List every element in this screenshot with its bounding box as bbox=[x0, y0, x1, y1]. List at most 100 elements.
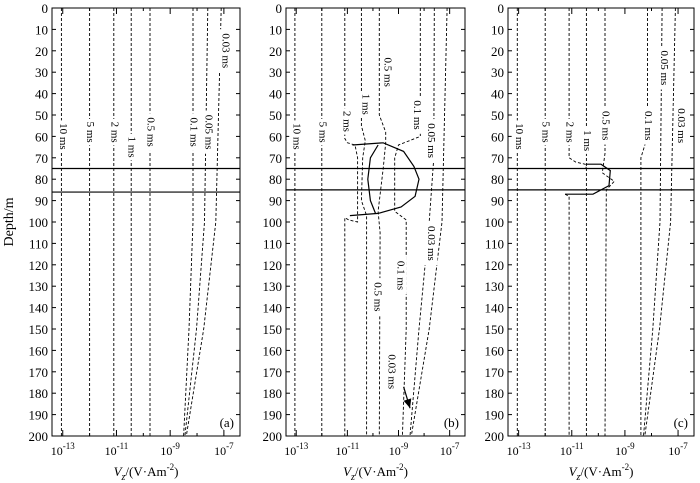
x-tick-label-base: 10 bbox=[336, 444, 348, 458]
x-axis-title-part: ) bbox=[174, 464, 178, 479]
y-tick-label: 50 bbox=[491, 108, 504, 123]
series-curve bbox=[564, 193, 570, 436]
y-tick-label: 90 bbox=[269, 194, 282, 209]
y-tick-label: 180 bbox=[485, 386, 505, 401]
y-tick-label: 60 bbox=[35, 129, 48, 144]
curve-label: 0.1 ms bbox=[642, 111, 654, 140]
curve-label: 10 ms bbox=[57, 123, 69, 150]
curve-label: 1 ms bbox=[126, 137, 138, 158]
curve-label-bg bbox=[314, 118, 329, 146]
y-tick-label: 100 bbox=[485, 215, 505, 230]
x-tick-label-base: 10 bbox=[440, 444, 452, 458]
series-curve bbox=[344, 8, 359, 436]
y-tick-label: 40 bbox=[269, 87, 282, 102]
series-curve bbox=[360, 8, 368, 436]
curve-label: 0.1 ms bbox=[411, 100, 423, 129]
x-axis-title-part: ) bbox=[404, 464, 408, 479]
y-tick-label: 110 bbox=[485, 236, 504, 251]
x-tick-label: 10-9 bbox=[389, 441, 409, 458]
y-tick-label: 180 bbox=[29, 386, 49, 401]
curve-label: 5 ms bbox=[316, 122, 328, 143]
y-tick-label: 40 bbox=[491, 87, 504, 102]
series-curve bbox=[640, 8, 648, 436]
x-axis-title: Vz/(V·Am-2) bbox=[569, 462, 634, 483]
curve-label: 0.05 ms bbox=[425, 123, 437, 158]
x-axis-title-part: ) bbox=[629, 464, 633, 479]
panel: 0 10 20 30 40 50 60 70 80 90 100 110 120 130 140 150 160… bbox=[263, 1, 466, 483]
curve-label: 0.05 ms bbox=[202, 115, 214, 150]
curve-label-bg bbox=[143, 113, 158, 151]
y-tick-label: 130 bbox=[29, 279, 49, 294]
y-tick-label: 140 bbox=[29, 301, 49, 316]
y-tick-label: 70 bbox=[491, 151, 504, 166]
series-curve bbox=[185, 7, 222, 437]
y-tick-label: 50 bbox=[269, 108, 282, 123]
curve-label: 10 ms bbox=[513, 123, 525, 150]
panels: 0102030405060708090100110120130140150160… bbox=[29, 1, 695, 483]
curve-label: 1 ms bbox=[360, 94, 372, 115]
x-tick-label: 10-9 bbox=[615, 441, 635, 458]
x-tick-label-exp: -7 bbox=[226, 441, 234, 451]
curve-label: 0.1 ms bbox=[187, 117, 199, 146]
curve-label-bg bbox=[339, 108, 354, 135]
x-tick-label-exp: -7 bbox=[452, 441, 460, 451]
series-curve bbox=[410, 7, 448, 437]
curve-label: 0.03 ms bbox=[675, 108, 687, 143]
panel-tag: (c) bbox=[674, 415, 688, 430]
x-tick-label-exp: -7 bbox=[680, 441, 688, 451]
y-tick-label: 140 bbox=[263, 301, 283, 316]
x-axis-title-part: V bbox=[114, 464, 124, 479]
curve-label-bg bbox=[383, 350, 398, 394]
x-axis-title-part: /(V·Am bbox=[355, 464, 396, 479]
y-tick-label: 120 bbox=[485, 258, 505, 273]
x-axis-title-part: z bbox=[121, 472, 126, 483]
x-tick-label-base: 10 bbox=[560, 444, 572, 458]
curve-label-bg bbox=[200, 110, 215, 154]
x-tick-label: 10-9 bbox=[160, 441, 180, 458]
y-tick-label: 130 bbox=[485, 279, 505, 294]
x-axis-title-part: /(V·Am bbox=[580, 464, 621, 479]
y-tick-label: 60 bbox=[491, 129, 504, 144]
y-tick-label: 30 bbox=[35, 65, 48, 80]
x-tick-label-base: 10 bbox=[160, 444, 172, 458]
series-curve bbox=[601, 8, 615, 437]
y-tick-label: 30 bbox=[491, 65, 504, 80]
panel: 0 10 20 30 40 50 60 70 80 90 100 110 120 130 140 150 160… bbox=[485, 1, 695, 483]
curve-label-bg bbox=[562, 118, 577, 146]
x-tick-label: 10-7 bbox=[440, 441, 460, 458]
curve-label-bg bbox=[409, 96, 424, 134]
y-tick-label: 90 bbox=[35, 194, 48, 209]
x-tick-label-exp: -11 bbox=[572, 441, 584, 451]
curve-label: 2 ms bbox=[341, 111, 353, 132]
curve-label-bg bbox=[358, 91, 373, 118]
x-axis-title-part: z bbox=[350, 472, 355, 483]
x-axis-title-part: -2 bbox=[396, 462, 404, 472]
x-tick-label-exp: -9 bbox=[401, 441, 409, 451]
x-tick-label: 10-13 bbox=[507, 441, 531, 458]
curve-label-bg bbox=[392, 256, 407, 295]
curve-label-bg bbox=[423, 119, 438, 163]
series-curve bbox=[394, 8, 421, 437]
y-tick-label: 200 bbox=[263, 429, 283, 444]
curve-label: 0.5 ms bbox=[599, 111, 611, 140]
y-tick-label: 170 bbox=[485, 365, 505, 380]
y-tick-label: 170 bbox=[263, 365, 283, 380]
series-curve bbox=[377, 8, 387, 437]
y-tick-label: 200 bbox=[485, 429, 505, 444]
x-tick-label: 10-13 bbox=[284, 441, 308, 458]
curve-label: 0.5 ms bbox=[371, 282, 383, 311]
x-tick-label: 10-7 bbox=[668, 441, 688, 458]
y-tick-label: 40 bbox=[35, 87, 48, 102]
curve-label-bg bbox=[124, 133, 139, 161]
x-tick-label: 10-7 bbox=[214, 441, 234, 458]
curve-label-bg bbox=[673, 104, 688, 148]
y-tick-label: 10 bbox=[35, 22, 48, 37]
y-tick-label: 190 bbox=[263, 408, 283, 423]
x-tick-label-base: 10 bbox=[615, 444, 627, 458]
y-tick-label: 20 bbox=[491, 44, 504, 59]
curve-label: 2 ms bbox=[108, 122, 120, 143]
curve-label-bg bbox=[186, 113, 200, 151]
curve-label: 5 ms bbox=[540, 122, 552, 143]
plot-frame bbox=[285, 7, 466, 437]
